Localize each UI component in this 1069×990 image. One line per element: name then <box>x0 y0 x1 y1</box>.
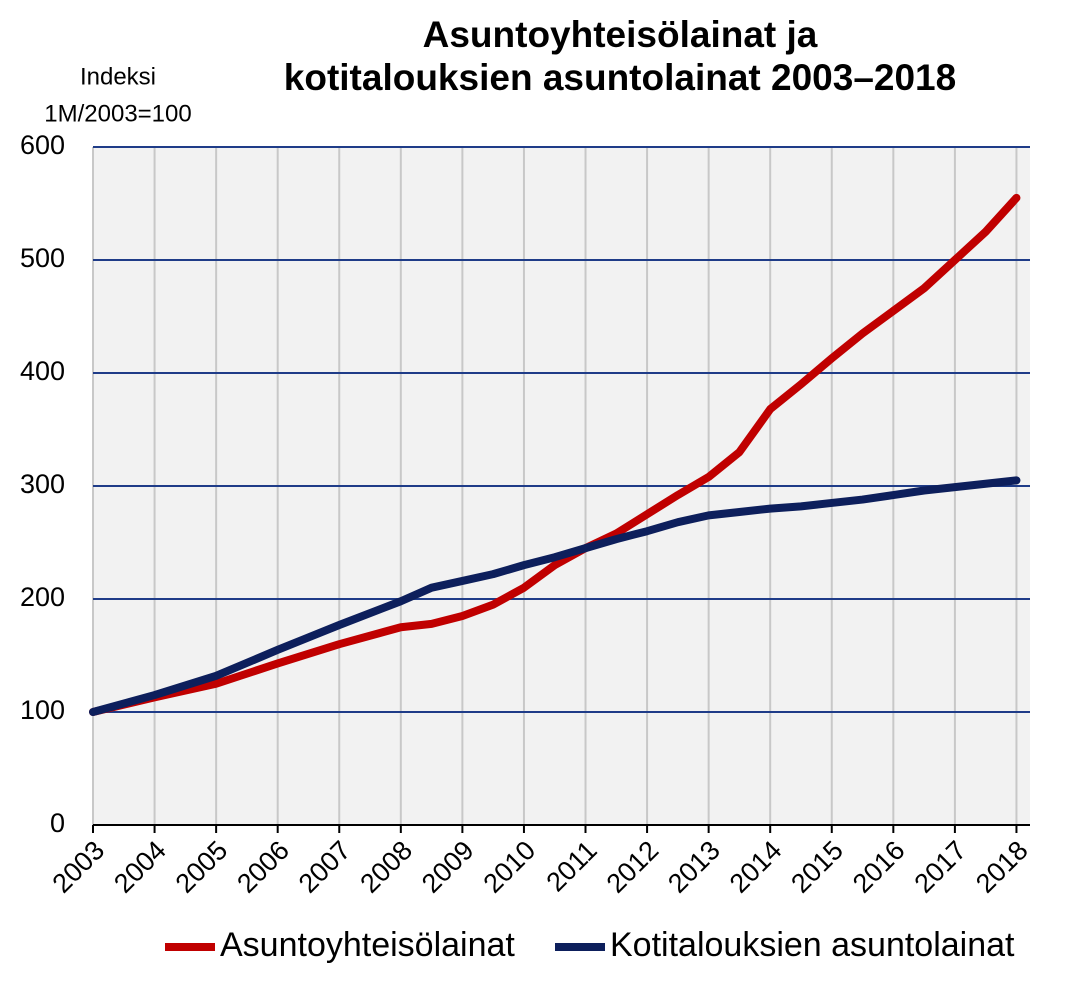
x-tick-label: 2015 <box>785 835 849 899</box>
y-tick-label: 200 <box>20 582 65 612</box>
x-tick-label: 2004 <box>108 835 172 899</box>
x-tick-label: 2017 <box>908 835 972 899</box>
x-tick-label: 2013 <box>662 835 726 899</box>
y-axis-label: 1M/2003=100 <box>44 100 191 127</box>
x-tick-label: 2014 <box>724 835 788 899</box>
x-tick-label: 2011 <box>541 835 603 897</box>
chart-title: Asuntoyhteisölainat ja <box>423 14 818 55</box>
x-tick-label: 2009 <box>416 835 480 899</box>
legend-label: Asuntoyhteisölainat <box>220 926 515 964</box>
y-tick-label: 100 <box>20 695 65 725</box>
y-axis-label: Indeksi <box>80 63 156 90</box>
legend-label: Kotitalouksien asuntolainat <box>610 926 1015 964</box>
x-tick-label: 2008 <box>354 835 418 899</box>
x-tick-label: 2012 <box>601 835 665 899</box>
chart-title: kotitalouksien asuntolainat 2003–2018 <box>284 57 956 98</box>
series-line <box>89 476 1021 716</box>
y-tick-label: 500 <box>20 243 65 273</box>
y-tick-label: 0 <box>50 808 65 838</box>
y-tick-label: 300 <box>20 469 65 499</box>
x-tick-label: 2003 <box>47 835 111 899</box>
x-tick-label: 2005 <box>170 835 234 899</box>
y-tick-label: 600 <box>20 130 65 160</box>
x-tick-label: 2007 <box>293 835 357 899</box>
y-tick-label: 400 <box>20 356 65 386</box>
series-line <box>89 193 1021 716</box>
x-tick-label: 2010 <box>478 835 542 899</box>
x-tick-label: 2016 <box>847 835 911 899</box>
x-tick-label: 2006 <box>231 835 295 899</box>
x-tick-label: 2018 <box>970 835 1034 899</box>
